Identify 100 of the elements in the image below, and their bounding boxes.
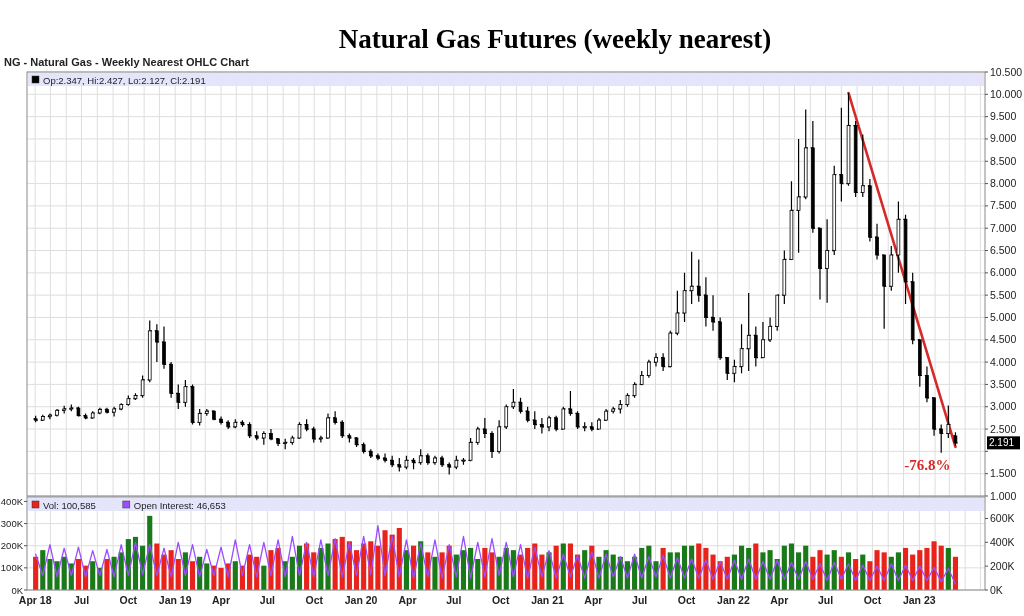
candlestick <box>796 138 801 254</box>
y-tick-label: 4.500 <box>990 333 1017 346</box>
candlestick <box>654 352 658 368</box>
candlestick <box>547 415 551 432</box>
y-tick-label: 3.500 <box>990 377 1017 390</box>
x-tick-label: Oct <box>305 594 324 606</box>
bar <box>61 556 67 590</box>
candlestick <box>276 437 280 447</box>
candlestick <box>832 165 837 256</box>
candlestick <box>90 410 95 420</box>
candlestick <box>639 370 644 386</box>
candlestick <box>404 455 409 470</box>
candlestick <box>754 325 758 368</box>
bar <box>232 561 238 590</box>
candlestick <box>597 417 601 430</box>
y-tick-label: 100K <box>0 562 24 574</box>
candlestick <box>846 92 851 187</box>
candlestick <box>76 406 81 418</box>
x-tick-label: Jan 19 <box>158 594 192 606</box>
candlestick <box>390 455 394 468</box>
candlestick <box>803 108 808 200</box>
annotation: -76.8% <box>904 456 951 473</box>
annotation: 2.191 <box>989 437 1015 449</box>
y-tick-label: 3.000 <box>990 400 1017 413</box>
candlestick <box>732 359 737 383</box>
candlestick <box>581 421 588 432</box>
candlestick <box>219 415 223 426</box>
candlestick <box>647 359 651 379</box>
candlestick <box>104 407 110 415</box>
candlestick <box>946 404 951 439</box>
candlestick <box>254 430 259 441</box>
bar <box>432 556 438 590</box>
candlestick <box>239 419 246 428</box>
candlestick <box>61 405 67 415</box>
candlestick <box>333 410 337 426</box>
candlestick <box>704 276 708 327</box>
bar <box>261 565 267 590</box>
candlestick <box>839 107 844 203</box>
y-tick-label: 5.000 <box>990 310 1017 323</box>
candlestick <box>575 410 580 430</box>
candlestick <box>561 406 566 430</box>
candlestick <box>604 408 608 422</box>
legend-label: Op:2.347, Hi:2.427, Lo:2.127, Cl:2.191 <box>43 74 206 86</box>
candlestick <box>169 361 173 399</box>
candlestick <box>882 254 886 330</box>
y-tick-label: 7.500 <box>990 199 1017 212</box>
y-tick-label: 10.000 <box>990 87 1023 100</box>
bar <box>924 547 930 590</box>
bar <box>403 550 409 590</box>
candlestick <box>155 323 159 363</box>
bar <box>460 550 467 590</box>
chart-title: Natural Gas Futures (weekly nearest) <box>338 24 772 54</box>
candlestick <box>426 453 430 466</box>
x-tick-label: Jan 20 <box>344 594 378 606</box>
candlestick <box>789 180 794 261</box>
candlestick <box>411 457 416 470</box>
candlestick <box>354 436 359 448</box>
y-tick-label: 400K <box>0 495 24 507</box>
y-tick-label: 9.000 <box>990 132 1017 145</box>
candlestick <box>176 383 181 410</box>
y-tick-label: 8.000 <box>990 177 1017 190</box>
candlestick <box>953 431 958 447</box>
candlestick <box>247 421 252 439</box>
bar <box>104 559 110 590</box>
y-tick-label: 1.000 <box>990 489 1017 502</box>
bar <box>489 552 495 590</box>
candlestick <box>40 414 46 422</box>
candlestick <box>782 249 787 305</box>
candlestick <box>610 406 616 415</box>
bar <box>118 552 124 590</box>
candlestick <box>433 455 437 466</box>
candlestick <box>668 330 673 369</box>
legend-label: Vol: 100,585 <box>43 499 96 511</box>
candlestick <box>925 365 929 403</box>
candlestick <box>368 448 373 459</box>
bar <box>33 556 39 590</box>
bar <box>204 563 210 590</box>
candlestick <box>119 402 124 411</box>
x-tick-label: Apr <box>212 594 231 606</box>
candlestick <box>511 388 516 410</box>
candlestick <box>889 245 894 292</box>
candlestick <box>447 461 452 476</box>
bar <box>161 554 167 590</box>
y-tick-label: 4.000 <box>990 355 1017 368</box>
candlestick <box>262 430 266 446</box>
x-tick-label: Jul <box>259 594 276 606</box>
bar <box>931 541 937 590</box>
bar <box>289 556 295 590</box>
candlestick <box>460 457 467 466</box>
legend-label: Open Interest: 46,653 <box>133 499 226 511</box>
bar <box>760 552 766 590</box>
candlestick <box>147 320 152 383</box>
y-tick-label: 300K <box>0 518 24 530</box>
candlestick <box>825 218 829 304</box>
candlestick <box>226 419 230 430</box>
bar <box>175 559 181 590</box>
candlestick <box>860 133 865 198</box>
bar <box>475 559 481 590</box>
x-tick-label: Oct <box>491 594 510 606</box>
candlestick <box>397 457 402 473</box>
